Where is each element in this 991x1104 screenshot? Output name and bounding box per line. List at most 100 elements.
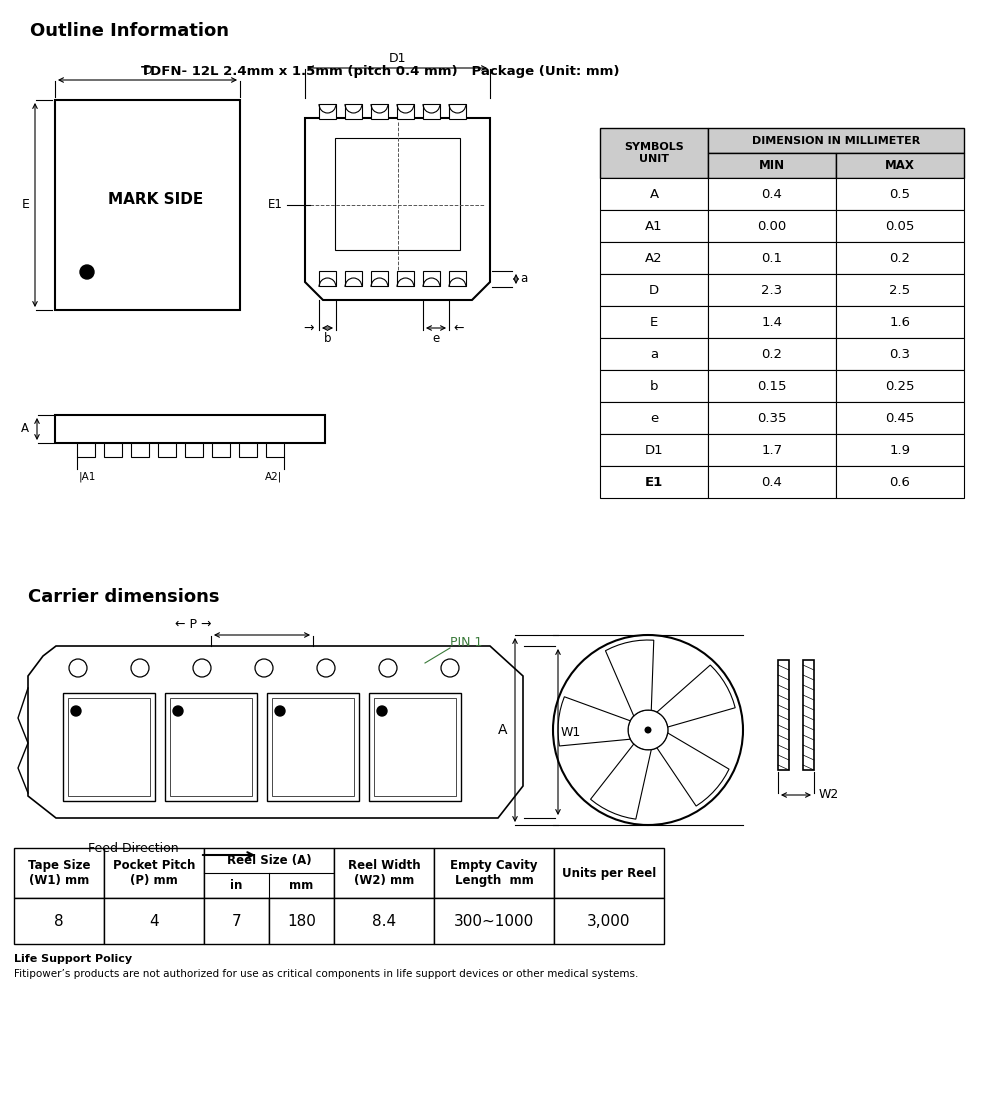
Circle shape bbox=[628, 710, 668, 750]
Text: 1.4: 1.4 bbox=[761, 316, 783, 329]
Bar bbox=[14, 898, 104, 944]
Bar bbox=[708, 434, 836, 466]
Polygon shape bbox=[657, 733, 729, 806]
Bar bbox=[334, 898, 434, 944]
Bar bbox=[600, 338, 708, 370]
Text: TDFN- 12L 2.4mm x 1.5mm (pitch 0.4 mm)   Package (Unit: mm): TDFN- 12L 2.4mm x 1.5mm (pitch 0.4 mm) P… bbox=[141, 65, 619, 78]
Bar bbox=[600, 274, 708, 306]
Text: 2.3: 2.3 bbox=[761, 284, 783, 297]
Text: MAX: MAX bbox=[885, 159, 915, 172]
Text: SYMBOLS
UNIT: SYMBOLS UNIT bbox=[624, 142, 684, 163]
Bar bbox=[600, 306, 708, 338]
Bar bbox=[708, 242, 836, 274]
Text: →: → bbox=[304, 321, 314, 335]
Text: 0.45: 0.45 bbox=[885, 412, 915, 425]
Text: Units per Reel: Units per Reel bbox=[562, 867, 656, 880]
Text: 0.15: 0.15 bbox=[757, 380, 787, 393]
Polygon shape bbox=[591, 744, 651, 819]
Text: D: D bbox=[143, 64, 153, 77]
Text: 3,000: 3,000 bbox=[588, 913, 630, 928]
Text: 0.3: 0.3 bbox=[890, 348, 911, 361]
Text: Pocket Pitch
(P) mm: Pocket Pitch (P) mm bbox=[113, 859, 195, 887]
Text: A1: A1 bbox=[645, 220, 663, 233]
Text: D1: D1 bbox=[645, 444, 663, 456]
Bar bbox=[803, 660, 814, 769]
Text: 8.4: 8.4 bbox=[372, 913, 396, 928]
Bar bbox=[204, 848, 334, 898]
Bar bbox=[600, 434, 708, 466]
Text: a: a bbox=[650, 348, 658, 361]
Bar bbox=[836, 434, 964, 466]
Bar bbox=[104, 443, 122, 457]
Text: E: E bbox=[22, 199, 30, 212]
Bar bbox=[708, 402, 836, 434]
Text: 1.9: 1.9 bbox=[890, 444, 911, 456]
Text: A: A bbox=[649, 188, 659, 201]
Circle shape bbox=[441, 659, 459, 677]
Bar bbox=[14, 848, 104, 898]
Bar bbox=[266, 443, 284, 457]
Bar bbox=[334, 848, 434, 898]
Bar bbox=[836, 210, 964, 242]
Text: ←: ← bbox=[454, 321, 464, 335]
Circle shape bbox=[193, 659, 211, 677]
Circle shape bbox=[644, 726, 651, 733]
Bar bbox=[434, 898, 554, 944]
Bar bbox=[104, 848, 204, 898]
Bar bbox=[335, 138, 460, 250]
Bar bbox=[267, 693, 359, 802]
Bar bbox=[269, 898, 334, 944]
Text: 2.5: 2.5 bbox=[890, 284, 911, 297]
Bar bbox=[449, 104, 466, 119]
Text: 0.2: 0.2 bbox=[890, 252, 911, 265]
Bar bbox=[374, 698, 456, 796]
Bar bbox=[170, 698, 252, 796]
Text: E: E bbox=[650, 316, 658, 329]
Circle shape bbox=[69, 659, 87, 677]
Bar bbox=[554, 848, 664, 898]
Bar bbox=[708, 338, 836, 370]
Text: 1.7: 1.7 bbox=[761, 444, 783, 456]
Bar bbox=[204, 898, 269, 944]
Text: 0.6: 0.6 bbox=[890, 476, 911, 488]
Circle shape bbox=[71, 705, 81, 716]
Circle shape bbox=[317, 659, 335, 677]
Bar bbox=[345, 270, 362, 286]
Bar bbox=[708, 178, 836, 210]
Bar bbox=[104, 898, 204, 944]
Text: Carrier dimensions: Carrier dimensions bbox=[28, 588, 219, 606]
Bar bbox=[369, 693, 461, 802]
Text: DIMENSION IN MILLIMETER: DIMENSION IN MILLIMETER bbox=[752, 136, 920, 146]
Text: MIN: MIN bbox=[759, 159, 785, 172]
Polygon shape bbox=[305, 118, 490, 300]
Text: W1: W1 bbox=[561, 725, 581, 739]
Bar bbox=[158, 443, 176, 457]
Bar bbox=[836, 153, 964, 178]
Text: Outline Information: Outline Information bbox=[30, 22, 229, 40]
Text: ← P →: ← P → bbox=[174, 618, 211, 631]
Bar bbox=[600, 402, 708, 434]
Bar bbox=[600, 128, 708, 178]
Bar bbox=[212, 443, 230, 457]
Circle shape bbox=[80, 265, 94, 279]
Bar bbox=[371, 104, 388, 119]
Text: 180: 180 bbox=[287, 913, 316, 928]
Bar bbox=[600, 242, 708, 274]
Bar bbox=[600, 178, 708, 210]
Circle shape bbox=[255, 659, 273, 677]
Bar bbox=[371, 270, 388, 286]
Bar bbox=[554, 898, 664, 944]
Bar bbox=[836, 274, 964, 306]
Bar bbox=[55, 415, 325, 443]
Bar bbox=[836, 306, 964, 338]
Bar bbox=[77, 443, 95, 457]
Bar bbox=[708, 466, 836, 498]
Text: A2: A2 bbox=[645, 252, 663, 265]
Text: 0.5: 0.5 bbox=[890, 188, 911, 201]
Text: 0.4: 0.4 bbox=[761, 188, 783, 201]
Text: W2: W2 bbox=[819, 788, 839, 802]
Text: e: e bbox=[432, 332, 440, 346]
Text: E1: E1 bbox=[269, 199, 283, 212]
Text: D1: D1 bbox=[388, 53, 406, 65]
Text: D: D bbox=[649, 284, 659, 297]
